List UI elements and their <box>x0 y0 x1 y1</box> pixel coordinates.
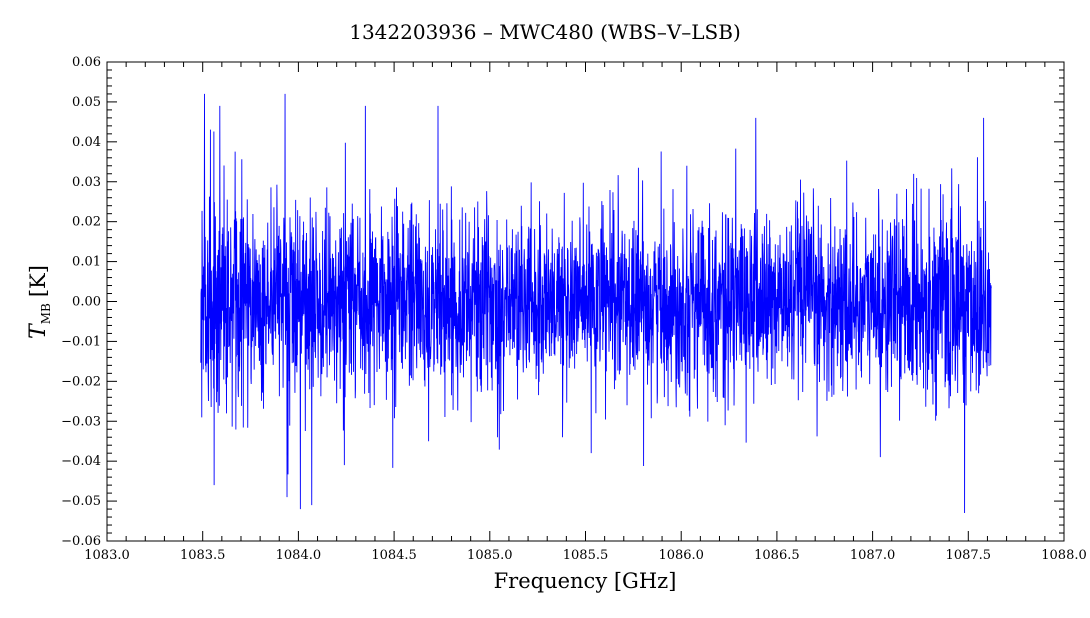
axis-ticks: 1083.0 1083.5 1084.0 1084.5 1085.0 1085.5 1086… <box>61 55 1087 563</box>
spectrum-line <box>200 93 992 514</box>
y-axis-label-unit: [K] <box>26 265 50 297</box>
y-axis-label: TMB [K] <box>26 265 53 339</box>
y-tick-label: 0.02 <box>72 215 101 230</box>
x-tick-label: 1087.5 <box>946 548 992 563</box>
x-tick-label: 1083.5 <box>180 548 226 563</box>
svg-text:TMB[K]: TMB [K] <box>26 265 53 339</box>
y-tick-label: 0.06 <box>72 55 101 70</box>
y-tick-label: 0.00 <box>72 295 101 310</box>
y-tick-label: 0.01 <box>72 255 101 270</box>
y-tick-label: −0.03 <box>61 414 101 429</box>
x-tick-label: 1087.0 <box>850 548 896 563</box>
x-tick-label: 1085.0 <box>467 548 513 563</box>
y-tick-label: −0.06 <box>61 534 101 549</box>
y-axis-label-symbol: T <box>26 322 51 339</box>
y-axis-label-subscript: MB <box>39 303 53 324</box>
x-tick-label: 1084.0 <box>276 548 322 563</box>
x-tick-label: 1085.5 <box>563 548 609 563</box>
y-tick-label: 0.04 <box>72 135 101 150</box>
x-tick-label: 1086.5 <box>754 548 800 563</box>
y-tick-label: −0.04 <box>61 454 101 469</box>
x-tick-label: 1086.0 <box>658 548 704 563</box>
spectrum-series <box>200 93 992 514</box>
y-tick-label: −0.05 <box>61 494 101 509</box>
x-axis-label: Frequency [GHz] <box>494 569 677 593</box>
y-tick-label: −0.01 <box>61 334 101 349</box>
chart-title: 1342203936 – MWC480 (WBS–V–LSB) <box>349 20 741 44</box>
x-tick-label: 1083.0 <box>84 548 130 563</box>
x-tick-label: 1088.0 <box>1041 548 1087 563</box>
y-tick-label: −0.02 <box>61 374 101 389</box>
x-tick-label: 1084.5 <box>371 548 417 563</box>
y-tick-label: 0.05 <box>72 95 101 110</box>
y-tick-label: 0.03 <box>72 175 101 190</box>
